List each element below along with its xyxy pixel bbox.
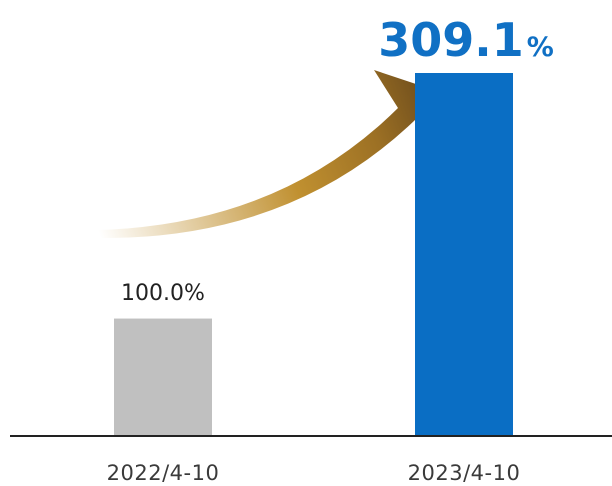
category-label: 2022/4-10 [107,461,220,485]
labels-group: 2022/4-10 2023/4-10 100.0% 309.1% [107,13,554,485]
bars-group [114,73,513,436]
bar-2022/4-10 [114,318,212,436]
value-label: 100.0% [121,281,205,306]
growth-arrow [98,70,440,239]
value-label-highlight: 309.1% [378,13,554,67]
category-label: 2023/4-10 [408,461,521,485]
bar-2023/4-10 [415,73,513,436]
